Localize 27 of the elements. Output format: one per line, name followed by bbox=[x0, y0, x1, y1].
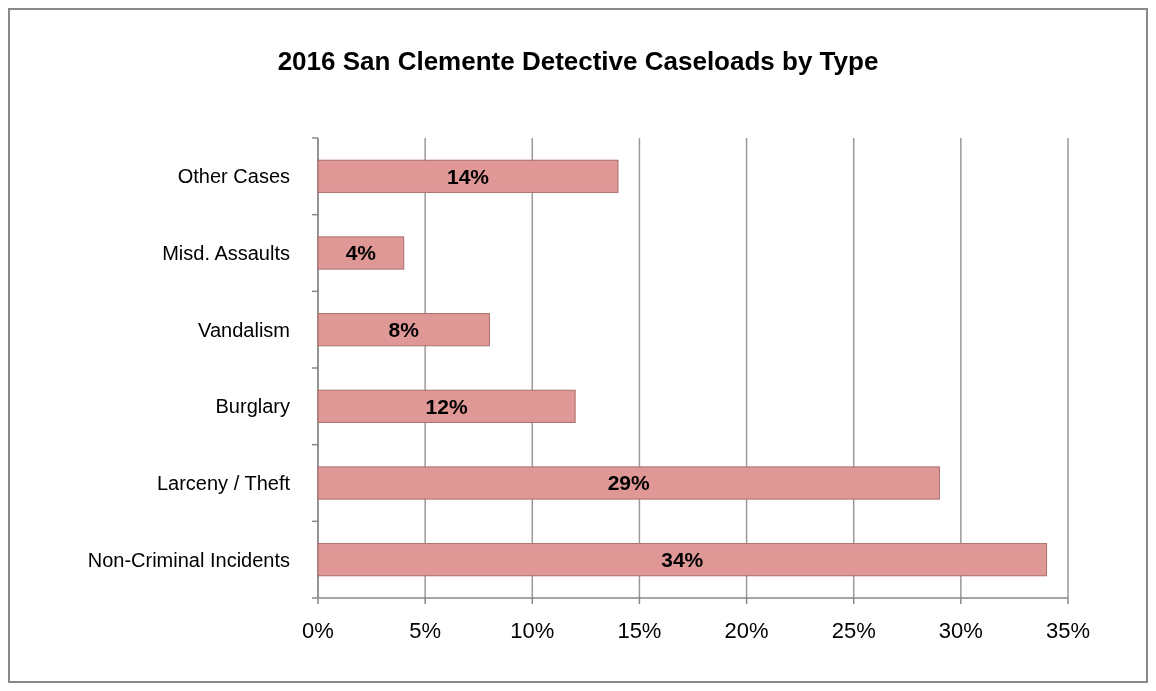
data-label: 34% bbox=[661, 548, 704, 572]
data-label: 4% bbox=[345, 241, 377, 265]
x-tick-label: 35% bbox=[1045, 618, 1091, 643]
data-label: 14% bbox=[446, 164, 490, 188]
y-tick-label: Other Cases bbox=[177, 165, 290, 188]
y-tick-label: Burglary bbox=[215, 395, 290, 418]
x-tick-label: 10% bbox=[510, 618, 555, 643]
x-tick-label: 15% bbox=[617, 618, 662, 643]
x-tick-label: 5% bbox=[409, 618, 442, 643]
y-tick-label: Vandalism bbox=[198, 318, 290, 341]
data-label: 8% bbox=[388, 318, 420, 342]
bar bbox=[317, 389, 576, 423]
bar bbox=[317, 466, 940, 500]
data-label: 12% bbox=[425, 394, 468, 418]
bar bbox=[317, 543, 1048, 577]
bar bbox=[317, 313, 490, 347]
x-tick-label: 20% bbox=[724, 618, 769, 643]
chart-title: 2016 San Clemente Detective Caseloads by Type bbox=[277, 46, 879, 76]
data-label: 29% bbox=[607, 471, 651, 495]
x-tick-label: 25% bbox=[831, 618, 876, 643]
bar bbox=[317, 236, 405, 270]
y-tick-label: Non-Criminal Incidents bbox=[87, 548, 290, 571]
x-tick-label: 0% bbox=[302, 618, 334, 643]
bar bbox=[317, 159, 619, 193]
y-tick-label: Misd. Assaults bbox=[162, 242, 290, 264]
y-tick-label: Larceny / Theft bbox=[156, 472, 291, 494]
x-tick-label: 30% bbox=[938, 618, 983, 643]
